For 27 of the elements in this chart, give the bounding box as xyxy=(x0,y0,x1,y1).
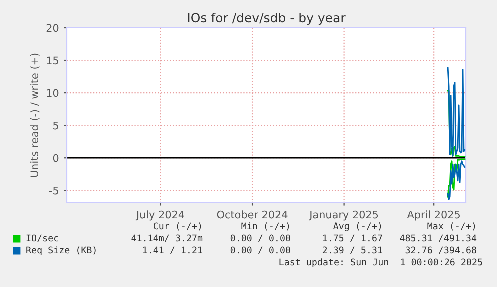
text: 0.00 / 0.00 xyxy=(230,246,290,254)
y-tick-label: 10 xyxy=(47,89,59,98)
legend-label: Req Size (KB) xyxy=(26,246,96,256)
text: Min (-/+) xyxy=(242,222,290,231)
legend-label: IO/sec xyxy=(26,234,58,242)
text: 1.75 / 1.67 xyxy=(323,234,382,242)
text: Max (-/+) xyxy=(428,222,476,231)
text: 32.76 /394.68 xyxy=(406,246,476,254)
text: Last update: Sun Jun 1 00:00:26 2025 xyxy=(280,258,482,268)
text: 0.00 / 0.00 xyxy=(230,234,290,242)
chart-title: IOs for /dev/sdb - by year xyxy=(188,12,346,26)
y-tick-label: 15 xyxy=(47,56,58,65)
text: Avg (-/+) xyxy=(334,222,382,232)
x-tick-label: April 2025 xyxy=(407,210,460,221)
text: 41.14m/ 3.27m xyxy=(132,234,203,242)
x-tick-label: October 2024 xyxy=(217,210,288,219)
text: Cur (-/+) xyxy=(154,222,202,231)
x-tick-label: January 2025 xyxy=(309,210,378,221)
text: 485.31 /491.34 xyxy=(400,234,477,242)
y-axis-title: Units read (-) / write (+) xyxy=(30,54,40,178)
text: 2.39 / 5.31 xyxy=(322,246,382,254)
y-tick-label: 5 xyxy=(54,122,58,130)
y-tick-label: -5 xyxy=(49,187,58,195)
text: 1.41 / 1.21 xyxy=(143,246,202,254)
y-tick-label: 0 xyxy=(53,154,59,162)
x-tick-label: July 2024 xyxy=(136,210,184,221)
y-tick-label: 20 xyxy=(46,24,59,32)
